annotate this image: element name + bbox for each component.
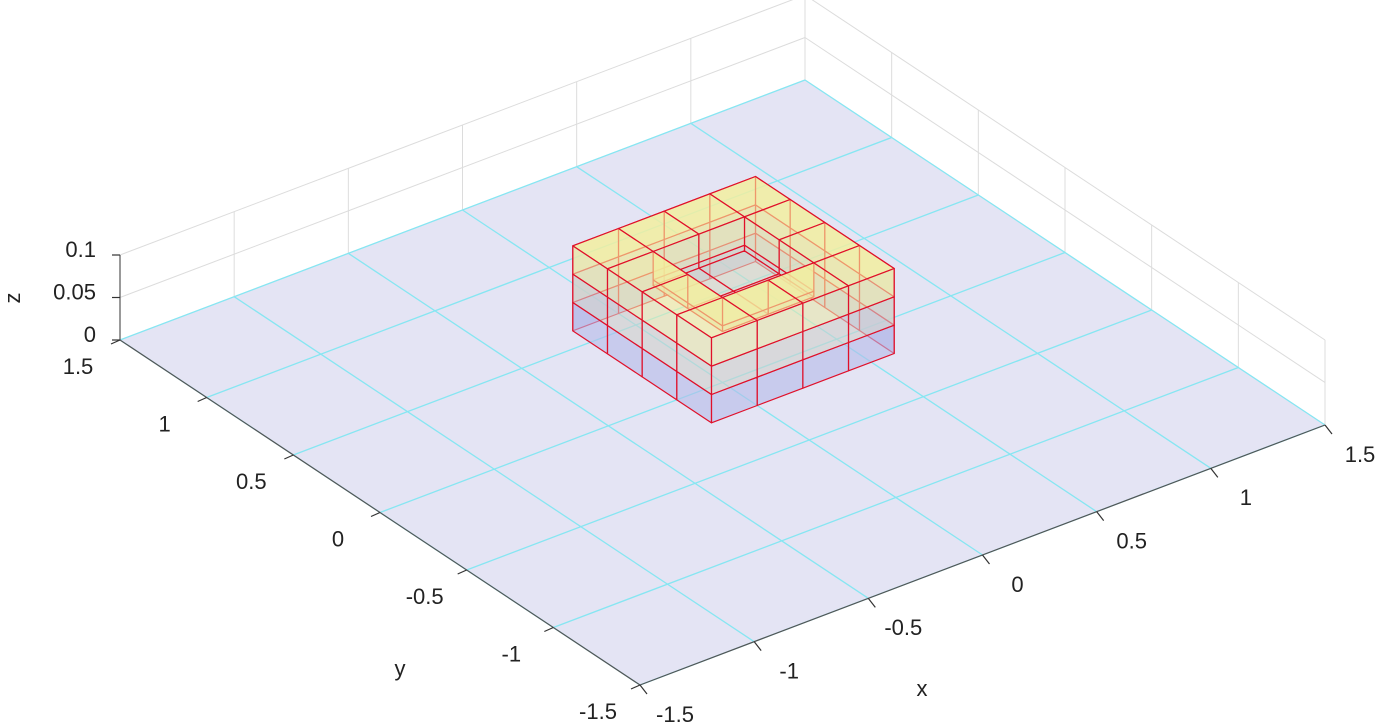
- y-tick-mark: [197, 396, 207, 403]
- grid-line: [811, 0, 1326, 341]
- plate-mesh-line: [466, 309, 1152, 571]
- y-tick-label: 0.5: [236, 469, 267, 494]
- box-wall: [710, 319, 758, 367]
- grid-line: [119, 37, 806, 298]
- x-tick-label: -1.5: [656, 702, 694, 727]
- x-axis-label: x: [917, 676, 928, 701]
- y-tick-label: -0.5: [406, 584, 444, 609]
- x-tick-mark: [639, 684, 648, 695]
- z-tick-label: 0: [84, 322, 96, 347]
- x-tick-mark: [1210, 467, 1219, 478]
- x-tick-mark: [867, 597, 876, 608]
- y-tick-label: -1.5: [579, 699, 617, 724]
- y-tick-label: 0: [332, 526, 344, 551]
- grid-line: [119, 0, 794, 256]
- plate-mesh-line: [206, 136, 892, 399]
- x-tick-mark: [753, 641, 762, 652]
- y-tick-mark: [457, 569, 467, 575]
- y-tick-mark: [110, 339, 121, 345]
- z-tick-label: 0.05: [53, 279, 96, 304]
- grid-line: [804, 37, 1326, 383]
- y-tick-mark: [630, 684, 641, 690]
- x-tick-mark: [1096, 511, 1105, 522]
- x-tick-label: 0: [1011, 572, 1023, 597]
- x-tick-label: -0.5: [884, 615, 922, 640]
- x-tick-mark: [1324, 424, 1333, 435]
- z-axis-label: z: [0, 293, 25, 304]
- x-tick-label: 1: [1240, 485, 1252, 510]
- x-tick-label: 0.5: [1116, 528, 1147, 553]
- x-tick-label: -1: [779, 658, 799, 683]
- plate-mesh-line: [553, 366, 1239, 629]
- y-tick-mark: [544, 626, 554, 633]
- x-tick-label: 1.5: [1345, 442, 1376, 467]
- plate-mesh-line: [119, 79, 806, 341]
- x-tick-mark: [982, 554, 990, 565]
- y-tick-label: 1: [159, 411, 171, 436]
- y-tick-mark: [370, 511, 381, 518]
- y-tick-mark: [284, 454, 294, 460]
- y-tick-label: 1.5: [63, 354, 94, 379]
- y-axis-label: y: [395, 656, 406, 681]
- y-tick-label: -1: [502, 641, 522, 666]
- z-tick-label: 0.1: [65, 237, 96, 262]
